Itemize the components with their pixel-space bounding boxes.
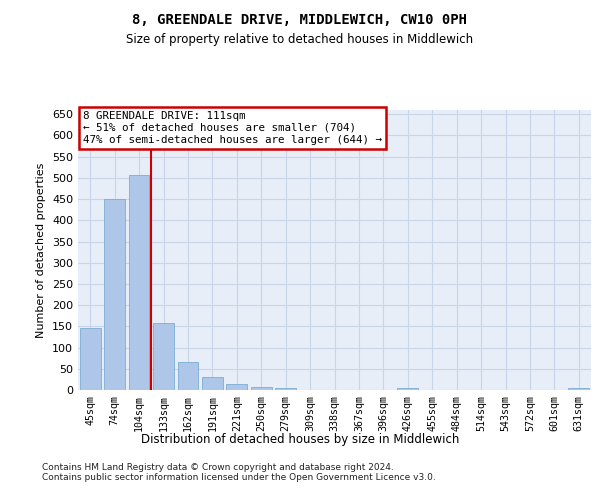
- Text: Contains HM Land Registry data © Crown copyright and database right 2024.
Contai: Contains HM Land Registry data © Crown c…: [42, 462, 436, 482]
- Bar: [153, 323, 174, 390]
- Text: 8 GREENDALE DRIVE: 111sqm
← 51% of detached houses are smaller (704)
47% of semi: 8 GREENDALE DRIVE: 111sqm ← 51% of detac…: [83, 112, 382, 144]
- Bar: [226, 384, 247, 390]
- Bar: [128, 175, 149, 390]
- Bar: [275, 388, 296, 390]
- Bar: [568, 388, 589, 390]
- Text: 8, GREENDALE DRIVE, MIDDLEWICH, CW10 0PH: 8, GREENDALE DRIVE, MIDDLEWICH, CW10 0PH: [133, 12, 467, 26]
- Text: Size of property relative to detached houses in Middlewich: Size of property relative to detached ho…: [127, 32, 473, 46]
- Bar: [397, 388, 418, 390]
- Bar: [178, 362, 199, 390]
- Bar: [104, 199, 125, 390]
- Bar: [251, 386, 272, 390]
- Bar: [202, 378, 223, 390]
- Text: Distribution of detached houses by size in Middlewich: Distribution of detached houses by size …: [141, 432, 459, 446]
- Y-axis label: Number of detached properties: Number of detached properties: [37, 162, 46, 338]
- Bar: [80, 328, 101, 390]
